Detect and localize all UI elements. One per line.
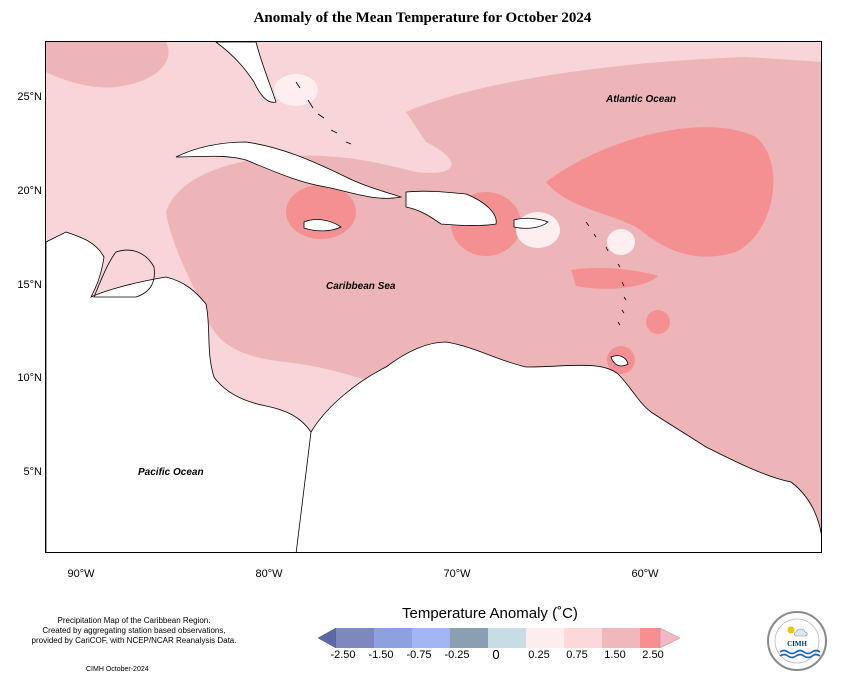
lat-label-25: 25°N <box>17 91 42 103</box>
legend-title: Temperature Anomaly (˚C) <box>402 605 578 622</box>
footnote-date: CIMH October-2024 <box>86 666 149 673</box>
lat-label-10: 10°N <box>17 372 42 384</box>
footnote-line: Created by aggregating station based obs… <box>42 626 226 635</box>
footnote: Precipitation Map of the Caribbean Regio… <box>4 616 264 646</box>
legend-tick: 0.75 <box>566 649 588 661</box>
legend-arrow-high <box>659 628 680 648</box>
legend-swatch <box>526 628 564 648</box>
footnote-line: Precipitation Map of the Caribbean Regio… <box>57 616 211 625</box>
legend-swatch <box>336 628 374 648</box>
anomaly-band-neutral <box>274 74 635 255</box>
lon-label-80: 80°W <box>255 568 283 580</box>
lon-label-60: 60°W <box>631 568 659 580</box>
anomaly-map <box>46 42 821 552</box>
pacific-ocean-label: Pacific Ocean <box>138 467 204 478</box>
wave-icon <box>779 653 821 659</box>
legend-swatch <box>602 628 640 648</box>
caribbean-sea-label: Caribbean Sea <box>326 281 396 292</box>
landmass <box>46 42 821 552</box>
map-title: Anomaly of the Mean Temperature for Octo… <box>253 10 592 26</box>
legend-colorbar <box>318 628 680 648</box>
legend-swatch <box>640 628 660 648</box>
atlantic-ocean-label: Atlantic Ocean <box>606 94 677 105</box>
footnote-line: provided by CariCOF, with NCEP/NCAR Rean… <box>31 636 237 645</box>
lon-label-90: 90°W <box>67 568 95 580</box>
legend-swatch <box>564 628 602 648</box>
legend-tick: 0.25 <box>528 649 550 661</box>
legend-tick: -2.50 <box>330 649 356 661</box>
map-panel <box>45 41 822 553</box>
lon-label-70: 70°W <box>443 568 471 580</box>
cimh-logo: CIMH <box>767 611 827 671</box>
legend-tick: 1.50 <box>604 649 626 661</box>
legend-swatch <box>412 628 450 648</box>
legend-tick: -0.75 <box>406 649 432 661</box>
legend-swatch <box>374 628 412 648</box>
anomaly-band-mid-north <box>46 42 169 88</box>
lat-label-20: 20°N <box>17 185 42 197</box>
legend-arrow-low <box>318 628 337 648</box>
legend-tick: 2.50 <box>642 649 664 661</box>
cloud-icon <box>794 628 808 637</box>
sun-icon <box>787 626 795 634</box>
lat-label-15: 15°N <box>17 279 42 291</box>
legend-swatch <box>488 628 526 648</box>
legend-swatch <box>450 628 488 648</box>
logo-inner-ring <box>774 618 820 664</box>
wave-icon <box>779 649 821 655</box>
legend-tick: -1.50 <box>368 649 394 661</box>
lesser-antilles <box>585 221 627 326</box>
legend-tick: 0 <box>492 647 500 662</box>
logo-text: CIMH <box>787 640 807 648</box>
legend-tick: -0.25 <box>444 649 470 661</box>
lat-label-5: 5°N <box>23 466 42 478</box>
